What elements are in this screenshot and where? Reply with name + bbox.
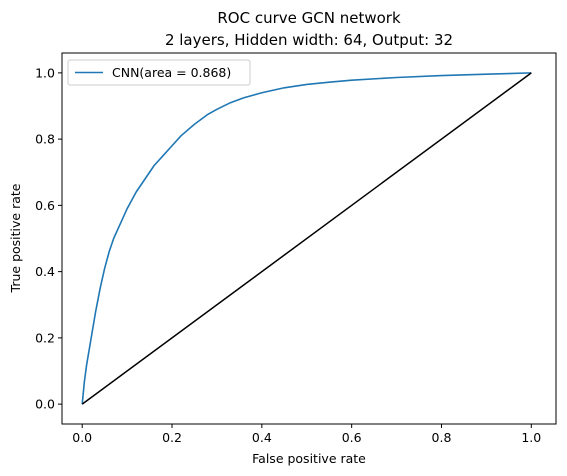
roc-curve-line xyxy=(81,72,532,405)
chart-title-line-2: 2 layers, Hidden width: 64, Output: 32 xyxy=(165,31,453,49)
legend: CNN(area = 0.868) xyxy=(67,59,251,86)
y-tick-label: 0.6 xyxy=(35,198,55,213)
y-tick-label: 0.8 xyxy=(35,132,55,147)
x-tick-label: 0.6 xyxy=(342,430,362,445)
plot-frame xyxy=(61,52,557,425)
y-tick-label: 0.2 xyxy=(35,330,55,345)
x-tick-label: 0.0 xyxy=(72,430,92,445)
y-tick-label: 0.4 xyxy=(35,264,55,279)
y-tick-label: 0.0 xyxy=(35,397,55,412)
chart-title-line-1: ROC curve GCN network xyxy=(217,9,401,27)
x-tick-label: 0.4 xyxy=(252,430,272,445)
diagonal-reference-line xyxy=(81,72,532,405)
y-axis-label: True positive rate xyxy=(8,183,23,293)
plot-area: 0.0 0.2 0.4 0.6 0.8 1.0 0.0 0.2 0.4 0.6 0.8 1.0 xyxy=(35,52,557,445)
x-tick-label: 0.8 xyxy=(432,430,452,445)
x-tick-label: 0.2 xyxy=(162,430,182,445)
legend-entry-label: CNN(area = 0.868) xyxy=(112,65,231,80)
legend-box xyxy=(67,59,251,86)
y-tick-label: 1.0 xyxy=(35,65,55,80)
x-tick-label: 1.0 xyxy=(521,430,541,445)
x-axis-label: False positive rate xyxy=(252,451,366,466)
